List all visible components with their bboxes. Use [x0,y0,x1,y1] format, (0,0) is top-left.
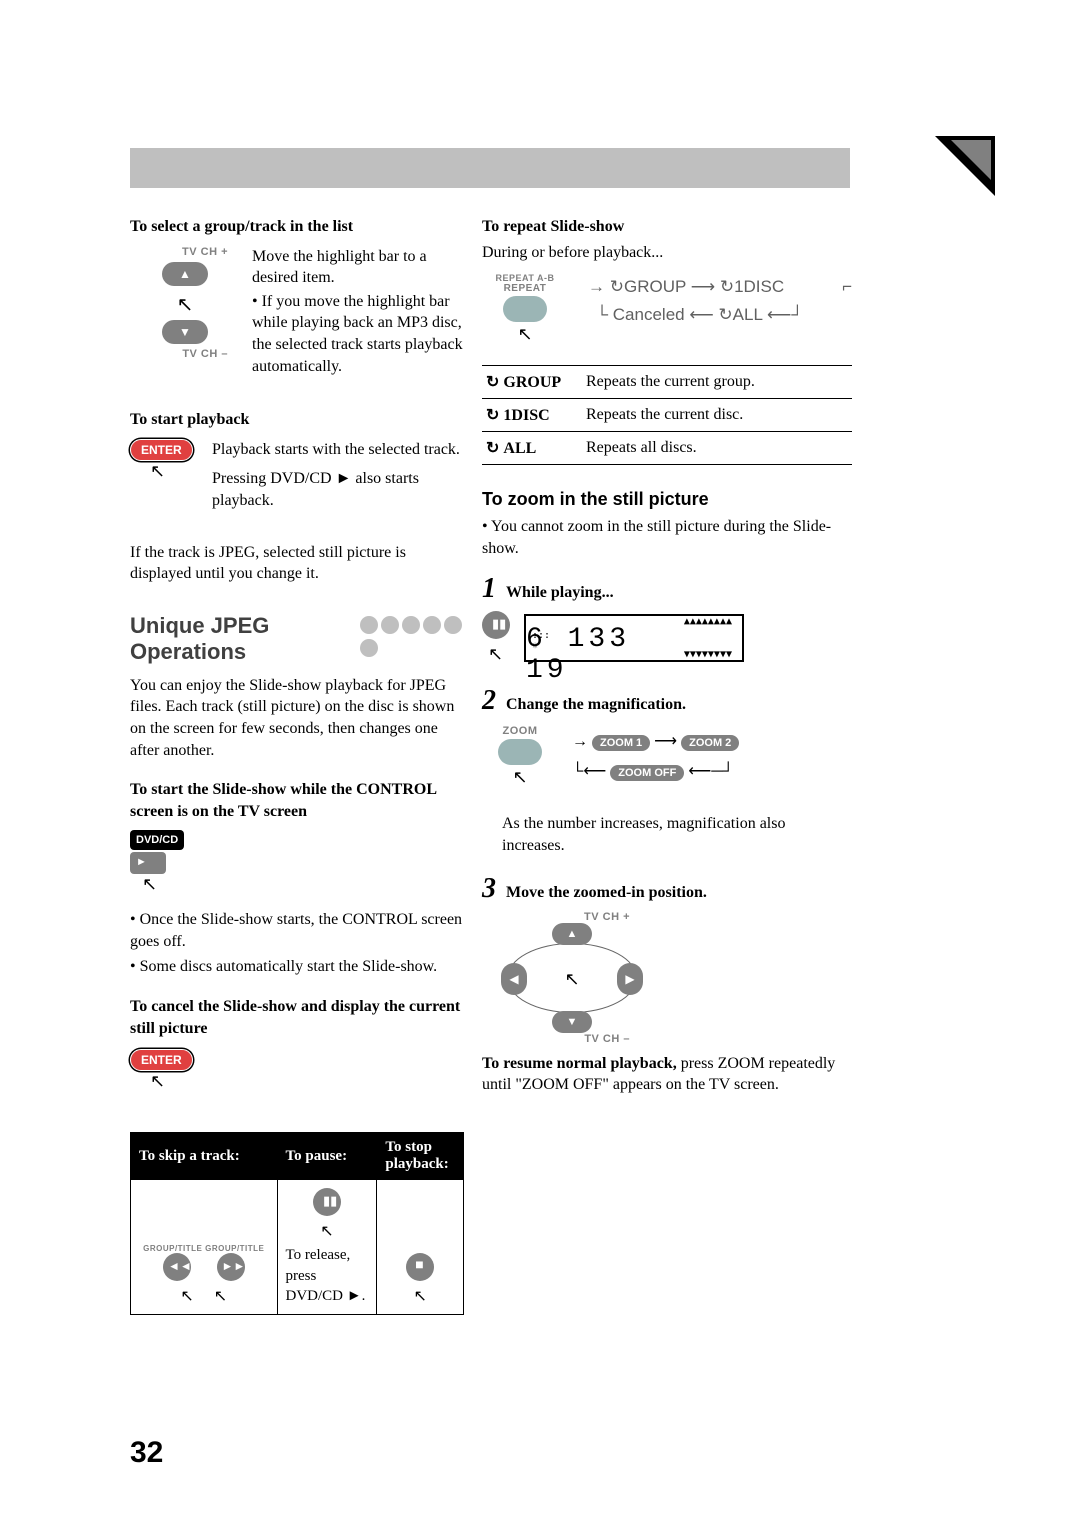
prev-track-icon: ◄◄ [163,1253,191,1281]
header-triangle-inner-icon [951,140,991,180]
dpad-right-icon: ▶ [617,963,643,995]
table-row: GROUP Repeats the current group. [482,366,852,399]
step3-number: 3 [482,873,496,905]
table-row: ALL Repeats all discs. [482,432,852,465]
dpad-down-icon: ▼ [552,1011,592,1033]
repeat-cycle-diagram: → ↻GROUP ⟶ ↻1DISC ⌐ └ Canceled ⟵ ↻ALL ⟵┘ [578,273,852,333]
select-bullet: • If you move the highlight bar while pl… [252,291,464,377]
th-stop: To stop playback: [377,1133,464,1180]
table-row: 1DISC Repeats the current disc. [482,399,852,432]
tvch-minus-label: TV CH – [130,348,228,360]
enter-button-diagram2: ENTER ↖ [130,1049,464,1092]
zoom-button-icon [498,739,542,765]
select-group-heading: To select a group/track in the list [130,216,464,238]
pause-footer: To release, press DVD/CD ►. [286,1245,369,1306]
pause-icon: ▮▮ [313,1188,341,1216]
select-text: Move the highlight bar to a desired item… [252,246,464,289]
step3-label: Move the zoomed-in position. [506,884,707,901]
section-dots-icon [357,616,464,662]
next-track-icon: ►► [217,1253,245,1281]
start-playback-heading: To start playback [130,409,464,431]
dvdcd-button-diagram: DVD/CD ► ↖ [130,830,464,895]
slide-bullet2: • Some discs automatically start the Sli… [130,956,464,978]
loop-icon [486,407,503,424]
stop-icon: ■ [406,1253,434,1281]
pointer-icon: ↖ [564,969,579,990]
jpeg-note: If the track is JPEG, selected still pic… [130,542,464,585]
tvch-buttons-diagram: TV CH + ▲ ↖ ▼ TV CH – [130,246,240,378]
dpad-left-icon: ◀ [501,963,527,995]
left-column: To select a group/track in the list TV C… [130,216,464,1315]
section-intro: You can enjoy the Slide-show playback fo… [130,675,464,761]
header-banner [130,148,850,188]
playback-controls-table: To skip a track: To pause: To stop playb… [130,1132,464,1315]
repeat-button-diagram: REPEAT A-B REPEAT ↖ [482,273,568,345]
zoom-heading: To zoom in the still picture [482,489,852,510]
slide-start-heading: To start the Slide-show while the CONTRO… [130,779,464,822]
repeat-modes-table: GROUP Repeats the current group. 1DISC R… [482,365,852,465]
resume-text: To resume normal playback, press ZOOM re… [482,1053,852,1096]
manual-page: To select a group/track in the list TV C… [0,0,1080,1528]
start-text1: Playback starts with the selected track. [212,439,464,461]
step2-label: Change the magnification. [506,696,686,713]
right-column: To repeat Slide-show During or before pl… [482,216,852,1096]
repeat-intro: During or before playback... [482,242,852,264]
td-skip: GROUP/TITLE GROUP/TITLE ◄◄ ►► ↖ ↖ [131,1180,278,1315]
loop-icon [486,440,503,457]
step2-number: 2 [482,685,496,717]
zoom-button-diagram: ZOOM ↖ [482,725,558,795]
td-pause: ▮▮ ↖ To release, press DVD/CD ►. [277,1180,377,1315]
down-button-icon: ▼ [162,320,208,344]
lcd-display: ▲▲▲▲▲▲▲▲ 6 133 19 ▼▼▼▼▼▼▼▼ :::☀ [524,614,744,662]
display-digits: 6 133 19 [526,624,692,686]
loop-icon [486,374,503,391]
step1-number: 1 [482,573,496,605]
section-title: Unique JPEG Operations [130,613,353,665]
zoom-note: • You cannot zoom in the still picture d… [482,516,852,559]
magnification-note: As the number increases, magnification a… [502,813,852,856]
enter-button-diagram: ENTER ↖ [130,439,200,512]
up-button-icon: ▲ [162,262,208,286]
enter-button-icon: ENTER [130,439,193,461]
slide-bullet1: • Once the Slide-show starts, the CONTRO… [130,909,464,952]
th-pause: To pause: [277,1133,377,1180]
td-stop: ■ ↖ [377,1180,464,1315]
dvdcd-button-icon: DVD/CD [130,830,184,850]
repeat-button-icon [503,296,547,322]
pointer-icon: ↖ [177,292,194,317]
repeat-heading: To repeat Slide-show [482,216,852,238]
pause-icon: ▮▮ [482,611,510,639]
th-skip: To skip a track: [131,1133,278,1180]
cancel-heading: To cancel the Slide-show and display the… [130,996,464,1039]
step1-label: While playing... [506,584,614,601]
enter-button-icon: ENTER [130,1049,193,1071]
page-number: 32 [130,1436,163,1470]
tvch-plus-label: TV CH + [130,246,228,258]
dpad-up-icon: ▲ [552,923,592,945]
zoom-cycle-diagram: → ZOOM 1 ⟶ ZOOM 2 └⟵ ZOOM OFF ⟵─┘ [572,725,832,795]
pause-button-diagram: ▮▮ ↖ [482,611,510,665]
dpad-diagram: TV CH + ▲ ▼ ◀ ▶ ↖ TV CH – [502,911,642,1045]
start-text2: Pressing DVD/CD ► also starts playback. [212,468,464,511]
